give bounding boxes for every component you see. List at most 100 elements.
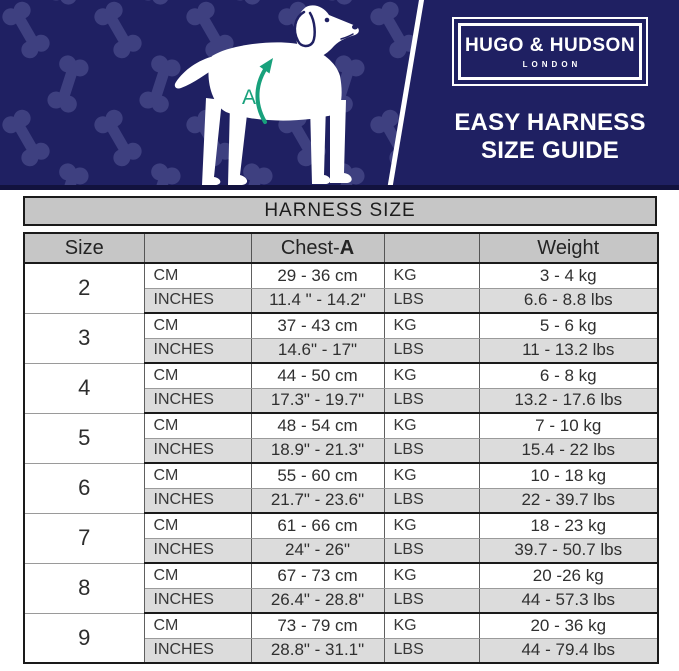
unit-label-inches: INCHES bbox=[143, 488, 252, 514]
size-cell: 3 bbox=[23, 313, 145, 364]
hero-title: EASY HARNESS SIZE GUIDE bbox=[438, 109, 662, 165]
weight-kg-value: 20 -26 kg bbox=[478, 563, 659, 589]
chest-cm-value: 55 - 60 cm bbox=[250, 463, 385, 489]
hero-artwork: A bbox=[0, 0, 679, 190]
weight-lbs-value: 44 - 79.4 lbs bbox=[478, 638, 659, 664]
table-row-cm: 3 CM 37 - 43 cm KG 5 - 6 kg bbox=[23, 313, 659, 364]
weight-lbs-value: 39.7 - 50.7 lbs bbox=[478, 538, 659, 564]
unit-label-inches: INCHES bbox=[143, 438, 252, 464]
unit-label-kg: KG bbox=[383, 413, 480, 439]
unit-label-kg: KG bbox=[383, 313, 480, 339]
brand-name: HUGO & HUDSON bbox=[464, 34, 636, 56]
size-cell: 2 bbox=[23, 263, 145, 314]
table-row-inches: INCHES 26.4" - 28.8" LBS 44 - 57.3 lbs bbox=[24, 588, 659, 614]
unit-label-inches: INCHES bbox=[143, 288, 252, 314]
chest-cm-value: 44 - 50 cm bbox=[250, 363, 385, 389]
unit-label-inches: INCHES bbox=[143, 338, 252, 364]
unit-label-lbs: LBS bbox=[383, 638, 480, 664]
table-row-inches: INCHES 28.8" - 31.1" LBS 44 - 79.4 lbs bbox=[24, 638, 659, 664]
table-row-inches: INCHES 24" - 26" LBS 39.7 - 50.7 lbs bbox=[24, 538, 659, 564]
chest-label-measure: A bbox=[339, 236, 355, 259]
chest-inches-value: 11.4 " - 14.2" bbox=[250, 288, 385, 314]
unit-label-cm: CM bbox=[143, 263, 252, 289]
column-header-weight: Weight bbox=[478, 232, 659, 264]
hero-bottom-strip bbox=[0, 185, 679, 190]
table-row-cm: 4 CM 44 - 50 cm KG 6 - 8 kg bbox=[23, 363, 659, 414]
brand-logo: HUGO & HUDSON LONDON bbox=[452, 17, 648, 86]
unit-label-inches: INCHES bbox=[143, 388, 252, 414]
unit-label-inches: INCHES bbox=[143, 538, 252, 564]
chest-inches-value: 26.4" - 28.8" bbox=[250, 588, 385, 614]
weight-lbs-value: 22 - 39.7 lbs bbox=[478, 488, 659, 514]
unit-label-lbs: LBS bbox=[383, 438, 480, 464]
weight-kg-value: 6 - 8 kg bbox=[478, 363, 659, 389]
unit-label-kg: KG bbox=[383, 463, 480, 489]
unit-label-lbs: LBS bbox=[383, 488, 480, 514]
weight-kg-value: 10 - 18 kg bbox=[478, 463, 659, 489]
table-row-cm: 2 CM 29 - 36 cm KG 3 - 4 kg bbox=[23, 263, 659, 314]
measure-arrow-icon bbox=[255, 58, 273, 124]
harness-size-title: HARNESS SIZE bbox=[264, 200, 416, 221]
table-row-cm: 6 CM 55 - 60 cm KG 10 - 18 kg bbox=[23, 463, 659, 514]
dog-nose-icon bbox=[352, 24, 358, 30]
chest-inches-value: 21.7" - 23.6" bbox=[250, 488, 385, 514]
chest-inches-value: 17.3" - 19.7" bbox=[250, 388, 385, 414]
unit-label-inches: INCHES bbox=[143, 638, 252, 664]
table-row-cm: 9 CM 73 - 79 cm KG 20 - 36 kg bbox=[23, 613, 659, 664]
unit-label-lbs: LBS bbox=[383, 388, 480, 414]
weight-lbs-value: 13.2 - 17.6 lbs bbox=[478, 388, 659, 414]
unit-label-kg: KG bbox=[383, 613, 480, 639]
weight-lbs-value: 11 - 13.2 lbs bbox=[478, 338, 659, 364]
measure-label: A bbox=[242, 86, 256, 109]
brand-city: LONDON bbox=[522, 59, 582, 69]
weight-lbs-value: 6.6 - 8.8 lbs bbox=[478, 288, 659, 314]
size-cell: 7 bbox=[23, 513, 145, 564]
weight-lbs-value: 44 - 57.3 lbs bbox=[478, 588, 659, 614]
dog-ear-icon bbox=[293, 10, 316, 48]
chest-cm-value: 29 - 36 cm bbox=[250, 263, 385, 289]
table-header-row: Size Chest-A Weight bbox=[23, 232, 659, 264]
table-row-inches: INCHES 17.3" - 19.7" LBS 13.2 - 17.6 lbs bbox=[24, 388, 659, 414]
column-header-empty-units-1 bbox=[143, 232, 252, 264]
unit-label-lbs: LBS bbox=[383, 338, 480, 364]
chest-cm-value: 67 - 73 cm bbox=[250, 563, 385, 589]
weight-kg-value: 5 - 6 kg bbox=[478, 313, 659, 339]
table-row-inches: INCHES 18.9" - 21.3" LBS 15.4 - 22 lbs bbox=[24, 438, 659, 464]
chest-cm-value: 37 - 43 cm bbox=[250, 313, 385, 339]
table-row-inches: INCHES 14.6" - 17" LBS 11 - 13.2 lbs bbox=[24, 338, 659, 364]
table-row-inches: INCHES 21.7" - 23.6" LBS 22 - 39.7 lbs bbox=[24, 488, 659, 514]
unit-label-lbs: LBS bbox=[383, 588, 480, 614]
size-cell: 4 bbox=[23, 363, 145, 414]
chest-inches-value: 18.9" - 21.3" bbox=[250, 438, 385, 464]
size-cell: 6 bbox=[23, 463, 145, 514]
chest-inches-value: 24" - 26" bbox=[250, 538, 385, 564]
weight-kg-value: 7 - 10 kg bbox=[478, 413, 659, 439]
weight-kg-value: 18 - 23 kg bbox=[478, 513, 659, 539]
unit-label-cm: CM bbox=[143, 563, 252, 589]
chest-cm-value: 73 - 79 cm bbox=[250, 613, 385, 639]
table-row-cm: 7 CM 61 - 66 cm KG 18 - 23 kg bbox=[23, 513, 659, 564]
hero-title-line1: EASY HARNESS bbox=[454, 109, 646, 136]
table-row-cm: 8 CM 67 - 73 cm KG 20 -26 kg bbox=[23, 563, 659, 614]
chest-label-prefix: Chest- bbox=[280, 236, 340, 259]
unit-label-kg: KG bbox=[383, 563, 480, 589]
unit-label-kg: KG bbox=[383, 363, 480, 389]
hero-title-line2: SIZE GUIDE bbox=[480, 136, 620, 164]
unit-label-cm: CM bbox=[143, 413, 252, 439]
unit-label-cm: CM bbox=[143, 513, 252, 539]
unit-label-lbs: LBS bbox=[383, 288, 480, 314]
size-cell: 8 bbox=[23, 563, 145, 614]
size-cell: 5 bbox=[23, 413, 145, 464]
size-table: Size Chest-A Weight 2 CM 29 - 36 cm KG 3… bbox=[23, 232, 659, 664]
dog-eye-icon bbox=[324, 17, 330, 23]
weight-kg-value: 3 - 4 kg bbox=[478, 263, 659, 289]
column-header-chest: Chest-A bbox=[250, 232, 385, 264]
harness-size-title-bar: HARNESS SIZE bbox=[23, 196, 657, 226]
weight-lbs-value: 15.4 - 22 lbs bbox=[478, 438, 659, 464]
size-cell: 9 bbox=[23, 613, 145, 664]
unit-label-cm: CM bbox=[143, 463, 252, 489]
column-header-empty-units-2 bbox=[383, 232, 480, 264]
chest-inches-value: 28.8" - 31.1" bbox=[250, 638, 385, 664]
unit-label-kg: KG bbox=[383, 513, 480, 539]
